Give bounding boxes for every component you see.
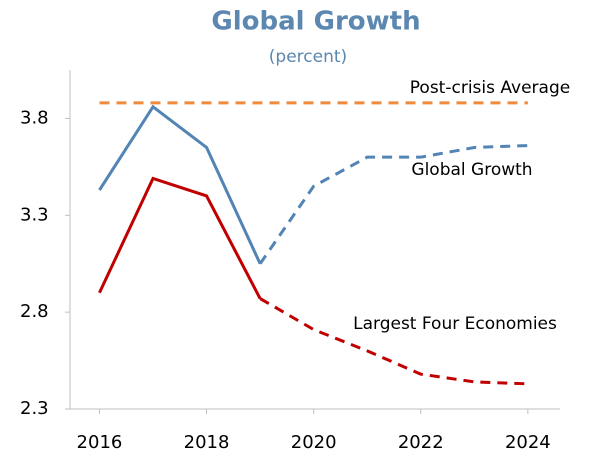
line-projection [259,297,528,386]
y-tick-label: 2.3 [20,398,49,419]
x-tick-label: 2024 [505,432,551,453]
x-tick-label: 2018 [184,432,230,453]
line-actual [98,104,262,265]
series-label: Largest Four Economies [353,314,557,334]
line-actual [98,176,262,300]
y-tick-label: 3.8 [20,107,49,128]
y-tick-label: 3.3 [20,204,49,225]
series-label: Global Growth [411,160,532,180]
chart-title: Global Growth [211,7,420,37]
series-label: Post-crisis Average [410,78,570,98]
y-tick-label: 2.8 [20,301,49,322]
chart-subtitle: (percent) [269,47,347,67]
x-tick-label: 2020 [291,432,337,453]
x-tick-label: 2022 [398,432,444,453]
x-tick-label: 2016 [77,432,123,453]
line-projection [258,144,528,265]
